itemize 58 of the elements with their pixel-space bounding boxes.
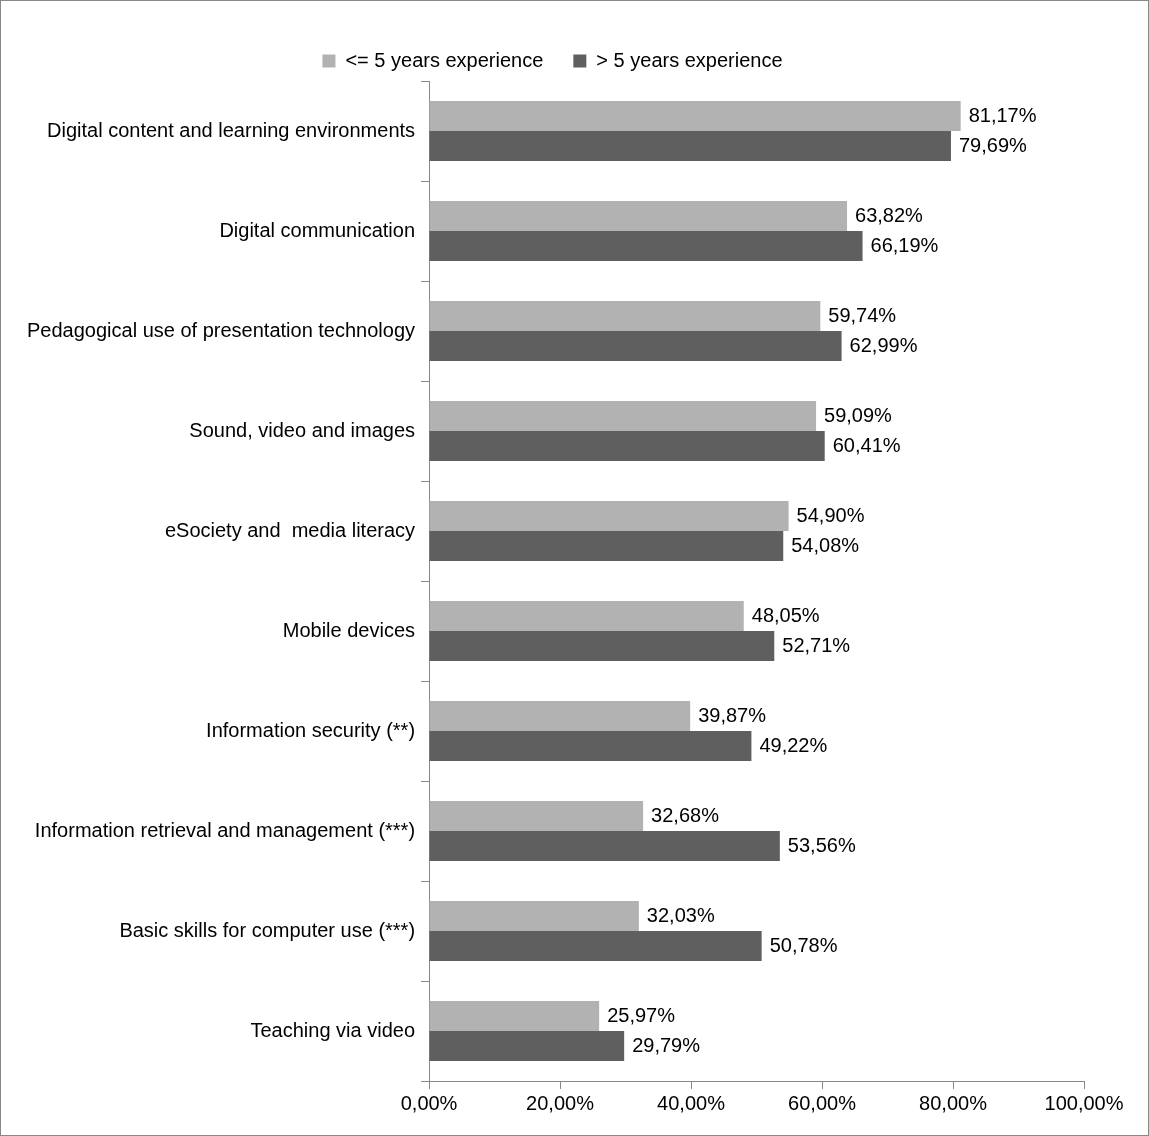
bar	[429, 531, 784, 561]
x-tick-label: 80,00%	[919, 1091, 988, 1114]
bar	[429, 301, 821, 331]
bar	[429, 601, 744, 631]
data-label: 54,90%	[796, 503, 865, 526]
data-label: 48,05%	[751, 603, 820, 626]
data-label: 63,82%	[855, 203, 924, 226]
data-label: 59,09%	[824, 403, 893, 426]
data-label: 32,03%	[646, 903, 715, 926]
bar	[429, 831, 780, 861]
data-label: 29,79%	[632, 1033, 701, 1056]
data-label: 81,17%	[968, 103, 1037, 126]
bar	[429, 1001, 600, 1031]
bar	[429, 201, 848, 231]
data-label: 52,71%	[782, 633, 851, 656]
legend-label: <= 5 years experience	[345, 48, 544, 71]
bar	[429, 701, 691, 731]
bar	[429, 631, 775, 661]
bar	[429, 901, 639, 931]
bar	[429, 101, 961, 131]
data-label: 32,68%	[651, 803, 720, 826]
y-tick-label: Information security (**)	[206, 718, 416, 741]
x-tick-label: 100,00%	[1044, 1091, 1124, 1114]
bar	[429, 231, 863, 261]
y-tick-label: Information retrieval and management (***)	[34, 818, 416, 841]
data-label: 25,97%	[607, 1003, 676, 1026]
data-label: 49,22%	[759, 733, 828, 756]
bar	[429, 731, 752, 761]
data-label: 62,99%	[849, 333, 918, 356]
y-tick-label: Basic skills for computer use (***)	[119, 918, 416, 941]
data-label: 54,08%	[791, 533, 860, 556]
bar	[429, 931, 762, 961]
data-label: 79,69%	[958, 133, 1028, 156]
x-tick-label: 20,00%	[526, 1091, 595, 1114]
y-tick-label: Sound, video and images	[189, 418, 416, 441]
bar	[429, 501, 789, 531]
data-label: 39,87%	[698, 703, 767, 726]
y-tick-label: Digital content and learning environments	[47, 118, 416, 141]
x-tick-label: 0,00%	[400, 1091, 458, 1114]
data-label: 59,74%	[828, 303, 897, 326]
y-tick-label: Pedagogical use of presentation technology	[26, 318, 416, 341]
bar	[429, 801, 644, 831]
bar	[429, 331, 842, 361]
bar	[429, 1031, 625, 1061]
x-tick-label: 60,00%	[788, 1091, 857, 1114]
y-tick-label: Teaching via video	[250, 1018, 416, 1041]
data-label: 53,56%	[787, 833, 856, 856]
data-label: 50,78%	[769, 933, 838, 956]
bar	[429, 401, 817, 431]
y-tick-label: Mobile devices	[282, 618, 416, 641]
x-tick-label: 40,00%	[657, 1091, 726, 1114]
data-label: 60,41%	[832, 433, 901, 456]
y-tick-label: Digital communication	[219, 218, 416, 241]
data-label: 66,19%	[870, 233, 939, 256]
bar	[429, 131, 951, 161]
bar	[429, 431, 825, 461]
legend-label: > 5 years experience	[596, 48, 783, 71]
y-tick-label: eSociety and media literacy	[164, 518, 416, 541]
